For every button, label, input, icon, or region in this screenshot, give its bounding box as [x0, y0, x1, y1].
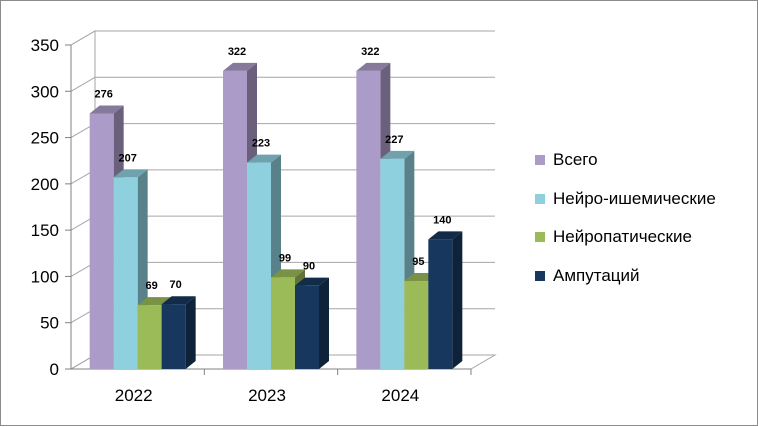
legend-item-neuropathic: Нейропатические: [535, 218, 755, 257]
y-axis-ticks: 0 50 100 150 200 250 300 350: [31, 36, 72, 379]
legend-swatch-total: [535, 155, 545, 166]
legend-swatch-neuropathic: [535, 232, 545, 243]
x-axis-categories: 2022 2023 2024: [71, 368, 472, 405]
data-label: 69: [146, 280, 158, 292]
bar: [161, 304, 186, 369]
y-tick-label: 150: [31, 221, 59, 240]
data-label: 99: [279, 252, 291, 264]
y-tick-label: 50: [40, 314, 59, 333]
bar: [89, 113, 114, 369]
legend-item-neuro-ischemic: Нейро-ишемические: [535, 180, 755, 219]
bar: [223, 70, 247, 370]
bar-side: [185, 296, 196, 369]
gridline-diag: [70, 76, 96, 92]
data-label: 227: [385, 134, 403, 146]
y-tick-label: 250: [31, 129, 59, 148]
bar-top: [89, 105, 124, 114]
bar: [271, 277, 295, 369]
bar: [428, 239, 453, 369]
legend-label-neuro-ischemic: Нейро-ишемические: [553, 188, 716, 208]
y-tick-label: 350: [31, 36, 59, 55]
bar-top: [295, 277, 329, 286]
bar-top: [356, 62, 391, 71]
bar-top: [161, 296, 196, 305]
legend-label-neuropathic: Нейропатические: [553, 227, 692, 247]
bar-top: [247, 154, 281, 163]
bar: [404, 281, 429, 369]
gridline-diag: [70, 30, 96, 46]
x-category-label: 2024: [381, 386, 419, 405]
data-label: 90: [303, 261, 315, 273]
x-category-label: 2023: [248, 386, 286, 405]
data-label: 276: [94, 89, 112, 101]
legend-swatch-amputations: [535, 270, 545, 281]
bar: [380, 158, 405, 369]
data-label: 70: [170, 279, 182, 291]
legend-label-amputations: Ампутаций: [553, 265, 640, 285]
y-tick-label: 100: [31, 267, 59, 286]
bar: [356, 70, 381, 370]
data-label: 223: [252, 138, 270, 150]
bar-top: [380, 150, 415, 159]
legend-item-amputations: Ампутаций: [535, 257, 755, 296]
y-tick-label: 200: [31, 175, 59, 194]
bar-top: [223, 62, 257, 71]
y-tick-label: 0: [50, 360, 59, 379]
data-label: 322: [361, 46, 379, 58]
legend-item-total: Всего: [535, 141, 755, 180]
data-label: 140: [433, 214, 451, 226]
bar-top: [428, 231, 463, 240]
data-label: 95: [412, 256, 424, 268]
bar: [113, 177, 138, 369]
bar: [295, 285, 319, 369]
bar-side: [452, 231, 463, 369]
legend: Всего Нейро-ишемические Нейропатические …: [535, 141, 755, 295]
bar-top: [271, 269, 305, 278]
bar-top: [113, 169, 148, 178]
data-label: 322: [228, 46, 246, 58]
bar-side: [319, 277, 329, 369]
bars: [89, 62, 463, 370]
data-label: 207: [118, 152, 136, 164]
bar: [247, 162, 271, 369]
data-labels: 276 207 69 70 322 223 99 90 322 227 95 140: [94, 46, 451, 292]
bar: [137, 305, 162, 369]
legend-swatch-neuro-ischemic: [535, 193, 545, 204]
legend-label-total: Всего: [553, 150, 598, 170]
y-tick-label: 300: [31, 82, 59, 101]
x-category-label: 2022: [115, 386, 153, 405]
